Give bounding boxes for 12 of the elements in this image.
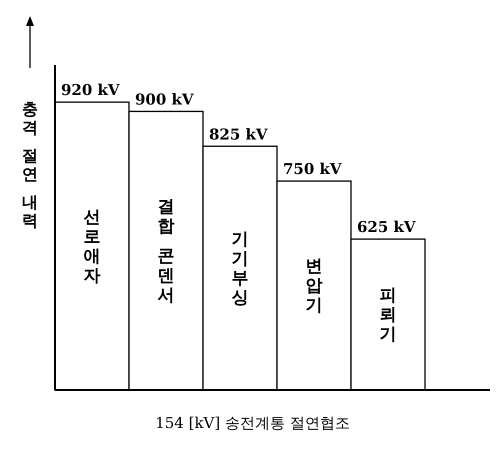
y-axis-title: 충격 절연 내력 bbox=[22, 100, 38, 230]
data-label: 625 kV bbox=[357, 218, 416, 236]
x-tick-label: 결합 콘덴서 bbox=[158, 197, 174, 306]
data-label: 825 kV bbox=[209, 125, 268, 144]
data-label: 900 kV bbox=[135, 90, 194, 108]
x-tick-label: 기기부싱 bbox=[232, 229, 248, 308]
x-tick-label: 변압기 bbox=[306, 256, 322, 316]
data-label: 920 kV bbox=[61, 81, 120, 100]
x-tick-label: 선로애자 bbox=[84, 207, 100, 286]
data-label: 750 kV bbox=[283, 160, 342, 178]
x-axis-title: 154 [kV] 송전계통 절연협조 bbox=[155, 414, 350, 432]
x-tick-label: 피뢰기 bbox=[380, 286, 396, 345]
